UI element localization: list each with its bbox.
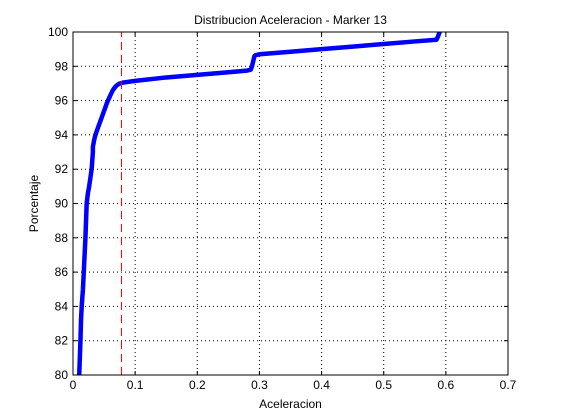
grid [73,32,508,375]
y-tick-label: 90 [55,197,69,211]
x-tick-label: 0.6 [438,378,455,392]
y-tick-label: 84 [55,299,69,313]
x-tick-label: 0.4 [313,378,330,392]
series-layer [76,32,442,375]
y-tick-label: 86 [55,265,69,279]
x-axis-label: Aceleracion [259,397,322,411]
chart-title: Distribucion Aceleracion - Marker 13 [194,13,387,27]
y-tick-label: 96 [55,94,69,108]
x-tick-label: 0.2 [189,378,206,392]
x-tick-label: 0.1 [127,378,144,392]
y-tick-label: 98 [55,59,69,73]
x-tick-label: 0.7 [500,378,517,392]
distribution-curve [76,32,442,375]
y-tick-label: 94 [55,128,69,142]
y-tick-label: 88 [55,231,69,245]
x-tick-label: 0 [70,378,77,392]
x-tick-label: 0.3 [251,378,268,392]
y-tick-label: 92 [55,162,69,176]
tick-layer: 0 0.1 0.2 0.3 0.4 0.5 0.6 0.7 80 82 84 86 88 90 92 94 96… [48,25,517,392]
plot-area [73,32,508,375]
y-tick-label: 82 [55,334,69,348]
x-tick-label: 0.5 [375,378,392,392]
y-tick-label: 100 [48,25,68,39]
y-axis-label: Porcentaje [27,174,41,232]
y-tick-label: 80 [55,368,69,382]
